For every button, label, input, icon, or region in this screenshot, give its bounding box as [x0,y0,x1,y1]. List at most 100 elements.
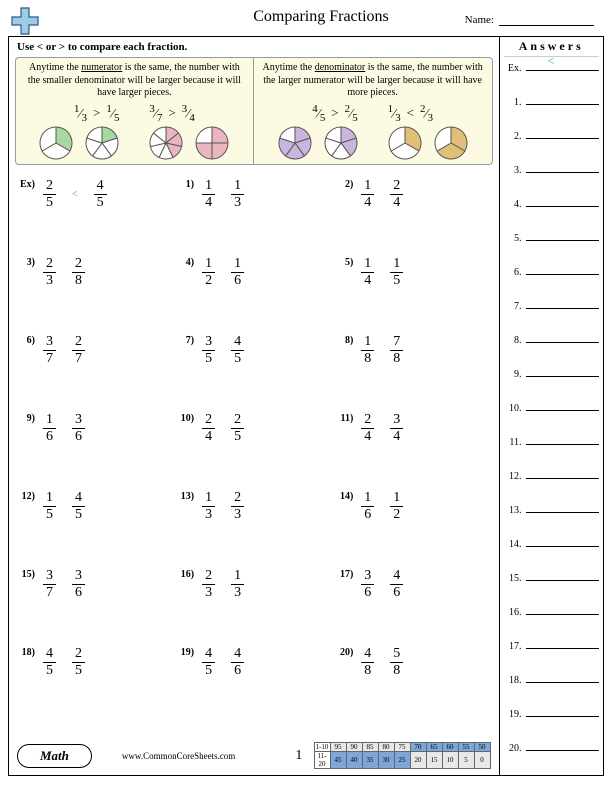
answer-line[interactable] [526,128,600,139]
answer-row: 11. [504,434,600,468]
answer-line[interactable] [526,672,600,683]
problem-row: Ex)25<451)14132)1424 [15,175,493,253]
answer-row: 5. [504,230,600,264]
answer-row: 16. [504,604,600,638]
rule-denominator: Anytime the denominator is the same, the… [254,58,492,164]
fraction: 36 [361,569,374,600]
fraction: 45 [43,647,56,678]
problem-label: 4) [174,257,194,268]
fraction: 16 [361,491,374,522]
problem-label: 2) [333,179,353,190]
fraction: 25 [43,179,56,210]
problem-cell: 12)1545 [15,487,174,565]
problem-cell: 1)1413 [174,175,333,253]
problem-cell: 19)4546 [174,643,333,721]
answer-line[interactable] [526,400,600,411]
problem-fractions: 23 28 [43,257,85,288]
problem-cell: 9)1636 [15,409,174,487]
fraction: 13 [231,179,244,210]
fraction: 14 [361,257,374,288]
fraction: 28 [72,257,85,288]
content-column: Use < or > to compare each fraction. Any… [8,36,499,776]
answer-line[interactable] [526,162,600,173]
fraction: 14 [361,179,374,210]
problem-label: 9) [15,413,35,424]
answer-line[interactable] [526,536,600,547]
answer-line[interactable]: < [526,60,600,71]
rule-numerator: Anytime the numerator is the same, the n… [16,58,254,164]
fraction: 24 [361,413,374,444]
problem-fractions: 25<45 [43,179,107,210]
fraction: 16 [231,257,244,288]
answer-row: 15. [504,570,600,604]
answer-line[interactable] [526,468,600,479]
answer-line[interactable] [526,502,600,513]
answer-line[interactable] [526,230,600,241]
demo1-pies [24,126,245,160]
page-number: 1 [295,748,302,764]
answer-line[interactable] [526,332,600,343]
fraction: 58 [390,647,403,678]
name-input-line[interactable] [499,25,594,26]
pie-icon [195,126,229,160]
answer-line[interactable] [526,434,600,445]
worksheet-title: Comparing Fractions [253,8,389,26]
rule1-text: Anytime the numerator is the same, the n… [24,62,245,100]
rule2-text: Anytime the denominator is the same, the… [262,62,484,100]
problem-fractions: 3736 [43,569,85,600]
answer-line[interactable] [526,264,600,275]
problem-cell: 17)3646 [333,565,492,643]
answer-row: 17. [504,638,600,672]
answer-line[interactable] [526,706,600,717]
fraction: 23 [231,491,244,522]
demo2-fractions: 4⁄5 > 2⁄5 1⁄3 < 2⁄3 [262,103,484,124]
pie-icon [388,126,422,160]
fraction: 25 [231,413,244,444]
answer-line[interactable] [526,94,600,105]
answer-row-ex: Ex.< [504,60,600,94]
example-answer: < [72,189,78,200]
problem-label: 20) [333,647,353,658]
fraction: 23 [43,257,56,288]
problem-fractions: 1878 [361,335,403,366]
fraction: 14 [202,179,215,210]
score-grid: 1-109590858075706560555011-2045403530252… [314,742,491,769]
problem-label: 7) [174,335,194,346]
problem-label: 8) [333,335,353,346]
problem-label: 13) [174,491,194,502]
problem-cell: 15)3736 [15,565,174,643]
problem-row: 18) 45 25 19)454620) 48 58 [15,643,493,721]
problem-fractions: 24 25 [202,413,244,444]
problem-fractions: 14 13 [202,179,244,210]
problem-fractions: 2434 [361,413,403,444]
fraction: 25 [72,647,85,678]
problem-row: 15)373616)231317)3646 [15,565,493,643]
problem-cell: 7)3545 [174,331,333,409]
answer-line[interactable] [526,570,600,581]
answer-line[interactable] [526,298,600,309]
answer-line[interactable] [526,366,600,377]
answer-line[interactable] [526,196,600,207]
answer-line[interactable] [526,638,600,649]
pie-icon [324,126,358,160]
problem-label: 3) [15,257,35,268]
answer-row: 18. [504,672,600,706]
fraction: 27 [72,335,85,366]
fraction: 48 [361,647,374,678]
answer-line[interactable] [526,604,600,615]
footer-url: www.CommonCoreSheets.com [122,751,235,761]
demo1-fractions: 1⁄3 > 1⁄5 3⁄7 > 3⁄4 [24,103,245,124]
fraction: 24 [202,413,215,444]
fraction: 24 [390,179,403,210]
pie-icon [39,126,73,160]
answer-row: 10. [504,400,600,434]
problem-label: 18) [15,647,35,658]
main-area: Use < or > to compare each fraction. Any… [8,36,604,776]
instruction-text: Use < or > to compare each fraction. [15,39,493,57]
fraction: 45 [72,491,85,522]
problem-row: 6)37277)35458)1878 [15,331,493,409]
problem-cell: 13)1323 [174,487,333,565]
worksheet-page: Comparing Fractions Name: Use < or > to … [0,0,612,792]
rules-box: Anytime the numerator is the same, the n… [15,57,493,165]
answer-line[interactable] [526,740,600,751]
